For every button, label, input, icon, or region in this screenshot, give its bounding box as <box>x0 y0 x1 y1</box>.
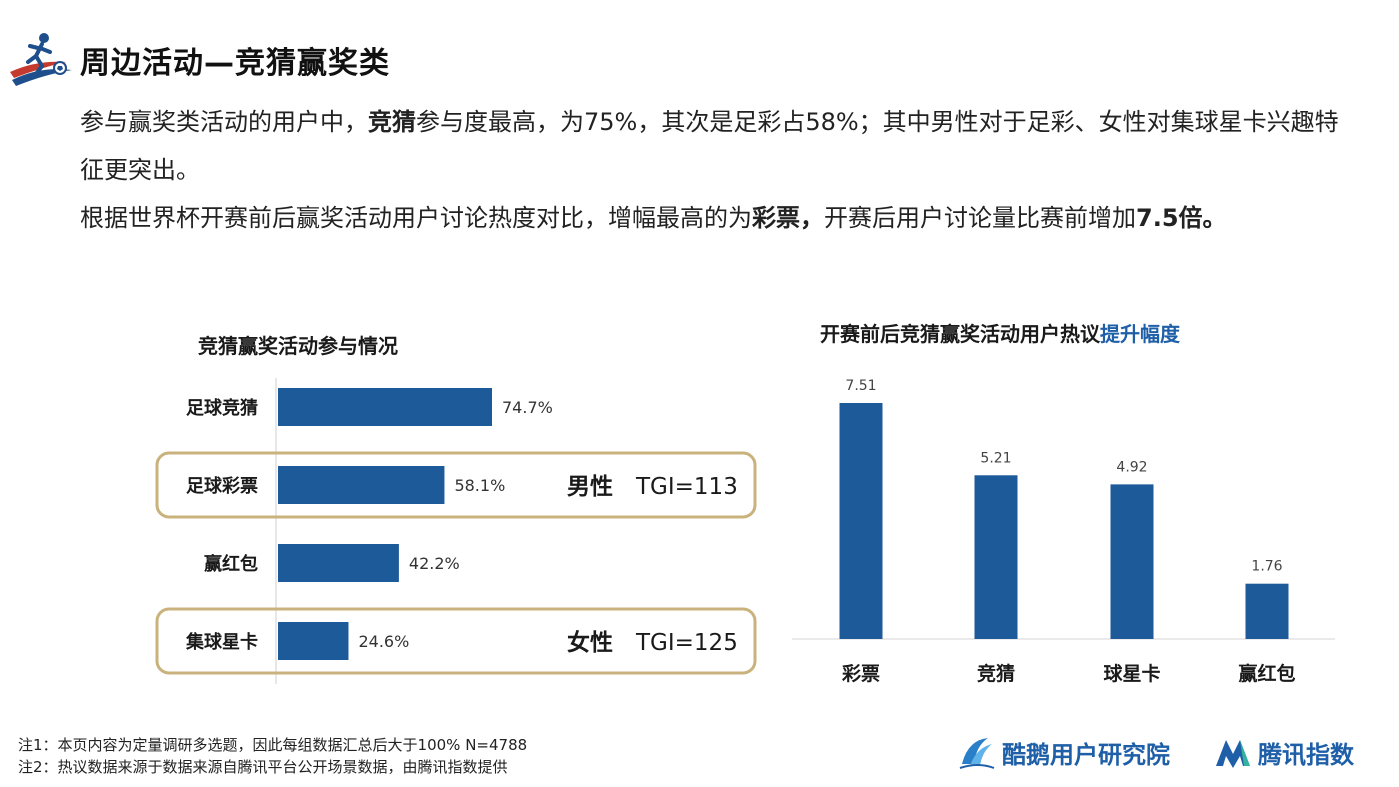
left-category-label: 赢红包 <box>204 553 258 575</box>
penguin-wave-icon <box>959 738 995 769</box>
brand-tencent-index-name: 腾讯指数 <box>1258 740 1354 769</box>
left-value-label: 58.1% <box>454 476 505 495</box>
left-value-label: 74.7% <box>502 398 553 417</box>
right-value-label: 5.21 <box>980 450 1011 466</box>
tgi-value-label: TGI=125 <box>635 630 738 656</box>
paragraph-1-run-1: 竞猜 <box>368 108 416 136</box>
right-chart-title-prefix: 开赛前后竞猜赢奖活动用户热议 <box>820 322 1100 346</box>
right-bar <box>974 475 1018 639</box>
left-category-label: 足球竞猜 <box>186 397 258 419</box>
right-bar <box>1245 583 1289 639</box>
right-category-label: 竞猜 <box>977 662 1015 685</box>
right-category-label: 赢红包 <box>1238 662 1295 685</box>
paragraph-2-run-1: 彩票， <box>752 204 824 232</box>
right-bar <box>1110 484 1154 639</box>
left-bar <box>278 466 445 504</box>
tgi-highlight-frame <box>155 607 757 675</box>
tgi-group-label: 女性 <box>567 629 613 656</box>
paragraph-2-run-0: 根据世界杯开赛前后赢奖活动用户讨论热度对比，增幅最高的为 <box>80 204 752 232</box>
left-bar <box>278 388 492 426</box>
page-title: 周边活动—竞猜赢奖类 <box>80 46 390 81</box>
tgi-value-label: TGI=113 <box>635 474 738 500</box>
right-category-label: 彩票 <box>841 663 880 685</box>
brand-kuee-name: 酷鹅用户研究院 <box>1002 740 1170 769</box>
left-value-label: 42.2% <box>409 554 460 573</box>
right-bar <box>839 403 883 639</box>
paragraph-1-run-2: 参与度最高，为75%，其次是足彩占58%；其中男性对于足彩、女性对集球星卡兴趣特… <box>80 108 1339 184</box>
brand-kuee: 酷鹅用户研究院 <box>958 734 1170 770</box>
footnote-1: 注1：本页内容为定量调研多选题，因此每组数据汇总后大于100% N=4788 <box>18 736 528 754</box>
brand-tencent-index: 腾讯指数 <box>1214 734 1354 770</box>
left-bar <box>278 622 349 660</box>
tgi-group-label: 男性 <box>567 474 613 500</box>
left-category-label: 足球彩票 <box>186 476 258 497</box>
left-chart-title: 竞猜赢奖活动参与情况 <box>198 334 398 358</box>
right-value-label: 4.92 <box>1116 459 1147 475</box>
tgi-highlight-frame <box>155 451 757 519</box>
paragraph-2-run-2: 开赛后用户讨论量比赛前增加 <box>824 204 1136 232</box>
right-chart-title-highlight: 提升幅度 <box>1100 322 1180 346</box>
tencent-index-icon <box>1216 740 1250 768</box>
right-category-label: 球星卡 <box>1103 662 1160 685</box>
left-category-label: 集球星卡 <box>185 631 258 653</box>
footnote-2: 注2：热议数据来源于数据来源自腾讯平台公开场景数据，由腾讯指数提供 <box>18 758 508 776</box>
summary-paragraph-2: 根据世界杯开赛前后赢奖活动用户讨论热度对比，增幅最高的为彩票，开赛后用户讨论量比… <box>80 194 1360 242</box>
right-value-label: 7.51 <box>845 378 876 394</box>
soccer-player-logo-icon <box>10 33 72 86</box>
right-chart-title: 开赛前后竞猜赢奖活动用户热议提升幅度 <box>820 318 1180 347</box>
paragraph-1-run-0: 参与赢奖类活动的用户中， <box>80 108 368 136</box>
right-value-label: 1.76 <box>1251 559 1282 575</box>
left-bar <box>278 544 399 582</box>
paragraph-2-run-3: 7.5倍。 <box>1136 204 1227 232</box>
left-value-label: 24.6% <box>358 632 409 651</box>
summary-paragraph-1: 参与赢奖类活动的用户中，竞猜参与度最高，为75%，其次是足彩占58%；其中男性对… <box>80 98 1360 194</box>
